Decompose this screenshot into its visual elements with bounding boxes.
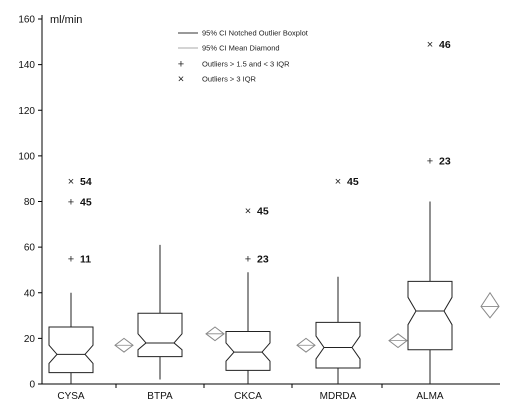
mean-diamond: [205, 326, 225, 342]
outlier-point: ×: [245, 206, 251, 218]
y-tick-label: 80: [24, 197, 36, 208]
outlier-point: ×: [335, 176, 341, 188]
notched-box: [407, 280, 453, 351]
x-category-label: ALMA: [416, 391, 444, 402]
y-tick-label: 20: [24, 334, 36, 345]
outlier-point: +: [68, 254, 74, 266]
y-unit-label: ml/min: [50, 14, 82, 26]
legend-entry-label: Outliers > 3 IQR: [202, 75, 257, 84]
outlier-point: ×: [427, 39, 433, 51]
outlier-point: +: [245, 254, 251, 266]
legend-symbol-marker: ×: [178, 74, 184, 86]
outlier-label: 45: [257, 206, 269, 218]
outlier-label: 45: [80, 197, 92, 209]
outlier-point: ×: [68, 176, 74, 188]
x-category-label: BTPA: [147, 391, 173, 402]
y-tick-label: 60: [24, 243, 36, 254]
y-tick-label: 120: [18, 106, 35, 117]
outlier-label: 45: [347, 176, 359, 188]
legend-entry-label: 95% CI Notched Outlier Boxplot: [202, 29, 309, 38]
x-category-label: MDRDA: [320, 391, 357, 402]
notched-box: [48, 326, 94, 374]
outlier-point: +: [68, 197, 74, 209]
mean-diamond: [480, 291, 500, 319]
x-category-label: CYSA: [57, 391, 85, 402]
outlier-label: 23: [257, 254, 269, 266]
x-category-label: CKCA: [234, 391, 262, 402]
y-tick-label: 0: [29, 380, 35, 391]
legend-symbol-marker: +: [178, 59, 184, 71]
outlier-label: 46: [439, 39, 451, 51]
y-tick-label: 100: [18, 151, 35, 162]
legend-entry-label: 95% CI Mean Diamond: [202, 44, 280, 53]
legend-entry-label: Outliers > 1.5 and < 3 IQR: [202, 60, 290, 69]
y-tick-label: 160: [18, 15, 35, 26]
mean-diamond: [114, 337, 134, 353]
notched-box: [315, 321, 361, 369]
mean-diamond: [296, 337, 316, 353]
outlier-label: 23: [439, 155, 451, 167]
y-tick-label: 40: [24, 288, 36, 299]
outlier-label: 11: [80, 254, 91, 266]
outlier-label: 54: [80, 176, 92, 188]
y-tick-label: 140: [18, 60, 35, 71]
notched-box: [137, 312, 183, 358]
notched-box: [225, 331, 271, 371]
mean-diamond: [388, 333, 408, 349]
outlier-point: +: [427, 155, 433, 167]
